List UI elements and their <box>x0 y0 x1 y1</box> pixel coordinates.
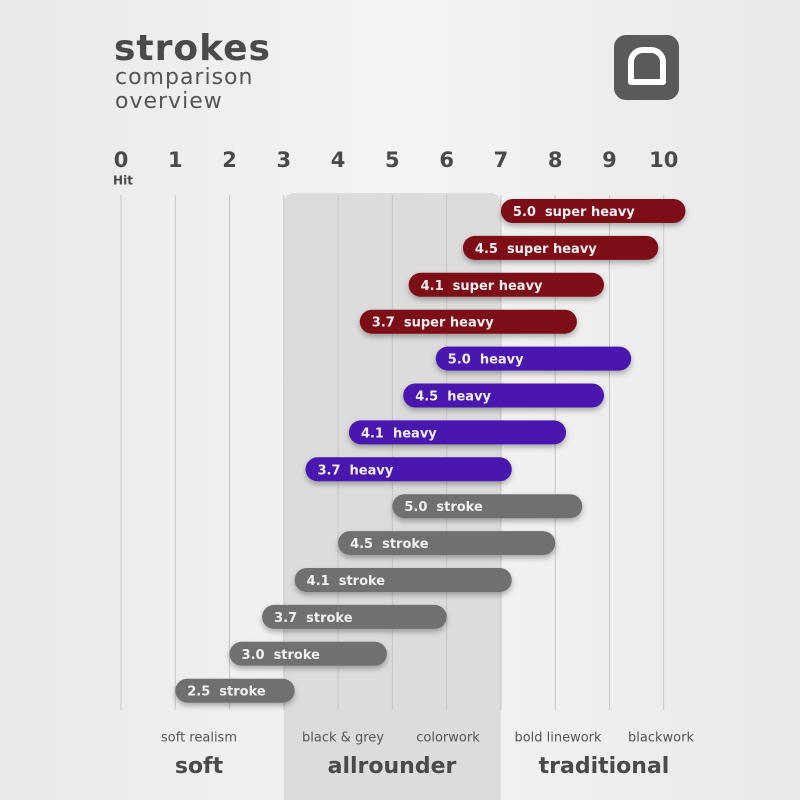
style-label: black & grey <box>302 731 384 746</box>
bar-label-name: heavy <box>480 352 524 367</box>
range-bar <box>338 531 556 556</box>
bar-label-name: super heavy <box>545 205 635 220</box>
bar-label-name: super heavy <box>404 315 494 330</box>
x-tick-label: 10 <box>649 148 678 172</box>
bar-label-value: 3.7 <box>274 610 297 625</box>
bar-label-name: stroke <box>219 684 266 699</box>
bar-label: 3.7 stroke <box>274 610 353 625</box>
x-tick-label: 1 <box>168 148 183 172</box>
bar-label-name: heavy <box>447 389 491 404</box>
bar-label-value: 2.5 <box>187 684 210 699</box>
bar-label-name: super heavy <box>507 241 597 256</box>
bar-label-name: heavy <box>393 426 437 441</box>
bar-label: 4.1 heavy <box>361 426 437 441</box>
range-bar <box>462 235 659 260</box>
bar-label-name: stroke <box>339 574 386 589</box>
x-tick-label: 6 <box>439 148 454 172</box>
logo <box>614 35 679 100</box>
x-axis-label: Hit <box>113 174 133 188</box>
x-tick-label: 8 <box>548 148 563 172</box>
bar-label-value: 3.7 <box>318 463 341 478</box>
bar-label: 4.1 super heavy <box>421 278 543 293</box>
range-bar <box>408 272 605 297</box>
style-label: colorwork <box>416 731 480 746</box>
bar-label-value: 4.5 <box>475 241 498 256</box>
style-label: blackwork <box>628 731 694 746</box>
range-bar <box>294 568 512 592</box>
range-bar <box>229 641 387 666</box>
range-bar <box>262 604 447 629</box>
bar-label: 3.7 heavy <box>318 463 394 478</box>
bar-label-value: 4.5 <box>350 537 373 552</box>
bar-label: 5.0 heavy <box>448 352 524 367</box>
group-label: allrounder <box>328 754 457 779</box>
bar-label-value: 3.0 <box>242 647 265 662</box>
x-tick-label: 5 <box>385 148 400 172</box>
group-label: soft <box>175 754 224 779</box>
bar-label-name: super heavy <box>453 278 543 293</box>
bar-label: 5.0 super heavy <box>513 205 635 220</box>
range-bar <box>175 678 295 703</box>
range-bar <box>403 383 605 408</box>
bar-label-value: 5.0 <box>513 205 536 220</box>
range-bar <box>359 309 577 334</box>
x-tick-label: 9 <box>602 148 617 172</box>
bar-label: 3.0 stroke <box>242 647 321 662</box>
bar-label-value: 4.1 <box>361 426 384 441</box>
bar-label-value: 5.0 <box>448 352 471 367</box>
x-tick-label: 7 <box>494 148 509 172</box>
range-bar <box>500 199 686 223</box>
bar-label-name: stroke <box>382 537 429 552</box>
bar-label-name: heavy <box>350 463 394 478</box>
bar-label: 3.7 super heavy <box>372 315 494 330</box>
chart-title: strokes <box>114 28 271 69</box>
x-tick-label: 2 <box>222 148 237 172</box>
bar-label-value: 5.0 <box>404 500 427 515</box>
x-tick-label: 0 <box>114 148 129 172</box>
x-tick-label: 4 <box>331 148 346 172</box>
range-bar <box>348 420 567 445</box>
bar-label-name: stroke <box>306 610 353 625</box>
chart-subtitle: comparison overview <box>115 65 254 114</box>
bar-label: 5.0 stroke <box>404 500 483 515</box>
bar-label: 4.5 stroke <box>350 537 429 552</box>
x-tick-label: 3 <box>277 148 292 172</box>
style-label: bold linework <box>514 731 602 746</box>
range-bar <box>435 346 632 371</box>
bar-label: 4.5 super heavy <box>475 241 597 256</box>
bar-label-value: 4.1 <box>421 278 444 293</box>
group-label: traditional <box>539 754 670 779</box>
bar-label: 2.5 stroke <box>187 684 266 699</box>
bar-label-name: stroke <box>274 647 321 662</box>
range-bar <box>392 494 583 519</box>
bar-label-value: 3.7 <box>372 315 395 330</box>
style-label: soft realism <box>161 731 237 746</box>
bar-label-value: 4.5 <box>415 389 438 404</box>
range-bar <box>305 457 512 482</box>
bar-label: 4.1 stroke <box>307 574 386 589</box>
bar-label-name: stroke <box>436 500 483 515</box>
bar-label-value: 4.1 <box>307 574 330 589</box>
bar-label: 4.5 heavy <box>415 389 491 404</box>
